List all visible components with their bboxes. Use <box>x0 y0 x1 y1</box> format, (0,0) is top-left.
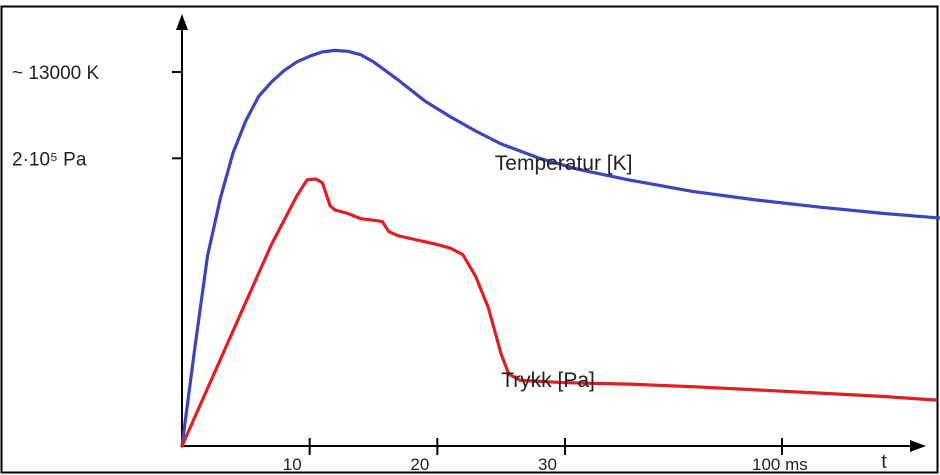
x-tick-label-2: 30 <box>538 455 557 474</box>
x-axis-label: t <box>881 451 887 473</box>
series-label-0: Temperatur [K] <box>495 152 633 175</box>
x-tick-label-1: 20 <box>410 455 429 474</box>
series-line-1 <box>180 177 937 448</box>
y-tick-label-1: 2·10⁵ Pa <box>12 149 87 170</box>
y-axis-arrow <box>176 14 188 30</box>
x-axis-arrow <box>910 440 926 452</box>
series-line-0 <box>180 48 940 448</box>
series-layer <box>180 48 940 448</box>
y-tick-label-0: ~ 13000 K <box>12 63 99 84</box>
chart-frame <box>0 5 939 474</box>
x-tick-label-0: 10 <box>283 455 302 474</box>
series-label-1: Trykk [Pa] <box>501 369 595 392</box>
labels-layer: ~ 13000 K 2·10⁵ Pa 10 20 30 100 ms t Temperatur… <box>12 63 887 474</box>
x-tick-label-3: 100 ms <box>752 455 808 474</box>
axes <box>172 14 926 455</box>
